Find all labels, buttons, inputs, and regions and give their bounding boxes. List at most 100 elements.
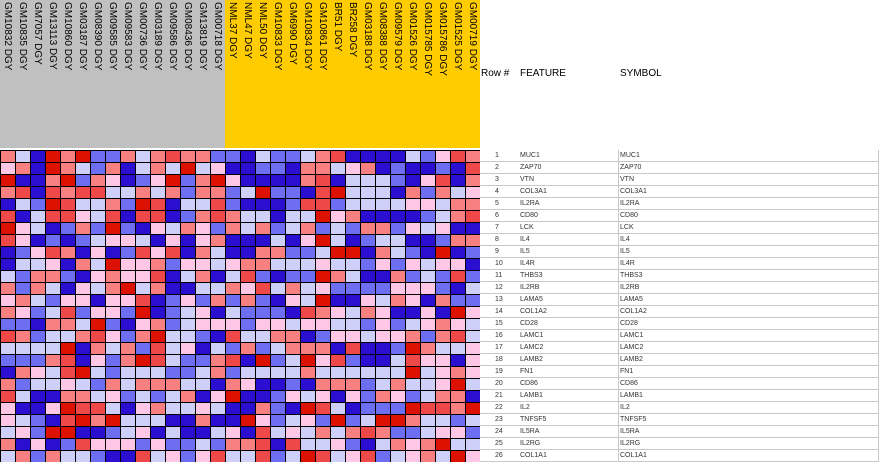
heatmap-cell[interactable]: [451, 259, 465, 270]
column-header[interactable]: GM10860 DGY: [60, 0, 75, 148]
heatmap-cell[interactable]: [16, 163, 30, 174]
heatmap-cell[interactable]: [256, 403, 270, 414]
heatmap-cell[interactable]: [166, 163, 180, 174]
heatmap-cell[interactable]: [406, 199, 420, 210]
heatmap-cell[interactable]: [271, 271, 285, 282]
heatmap-cell[interactable]: [76, 439, 90, 450]
heatmap-cell[interactable]: [121, 235, 135, 246]
heatmap-cell[interactable]: [421, 247, 435, 258]
heatmap-cell[interactable]: [61, 427, 75, 438]
heatmap-cell[interactable]: [61, 367, 75, 378]
heatmap-cell[interactable]: [391, 355, 405, 366]
heatmap-cell[interactable]: [301, 247, 315, 258]
heatmap-cell[interactable]: [1, 247, 15, 258]
heatmap-cell[interactable]: [466, 259, 480, 270]
heatmap-cell[interactable]: [121, 247, 135, 258]
heatmap-cell[interactable]: [211, 451, 225, 462]
heatmap-cell[interactable]: [121, 307, 135, 318]
heatmap-cell[interactable]: [331, 355, 345, 366]
heatmap-cell[interactable]: [436, 211, 450, 222]
heatmap-cell[interactable]: [61, 391, 75, 402]
heatmap-cell[interactable]: [451, 451, 465, 462]
heatmap-cell[interactable]: [391, 163, 405, 174]
heatmap-cell[interactable]: [406, 235, 420, 246]
heatmap-cell[interactable]: [31, 151, 45, 162]
heatmap-cell[interactable]: [181, 367, 195, 378]
heatmap-cell[interactable]: [436, 247, 450, 258]
heatmap-cell[interactable]: [286, 379, 300, 390]
column-header[interactable]: GM08436 DGY: [180, 0, 195, 148]
heatmap-cell[interactable]: [271, 343, 285, 354]
heatmap-cell[interactable]: [61, 175, 75, 186]
heatmap-cell[interactable]: [406, 295, 420, 306]
heatmap-cell[interactable]: [286, 415, 300, 426]
heatmap-cell[interactable]: [61, 223, 75, 234]
heatmap-cell[interactable]: [76, 295, 90, 306]
column-header[interactable]: BR51 DGY: [330, 0, 345, 148]
heatmap-cell[interactable]: [391, 295, 405, 306]
heatmap-cell[interactable]: [256, 391, 270, 402]
heatmap-cell[interactable]: [1, 391, 15, 402]
heatmap-cell[interactable]: [256, 295, 270, 306]
heatmap-cell[interactable]: [451, 379, 465, 390]
heatmap-cell[interactable]: [151, 331, 165, 342]
heatmap-cell[interactable]: [406, 355, 420, 366]
heatmap-cell[interactable]: [91, 187, 105, 198]
heatmap-cell[interactable]: [136, 331, 150, 342]
heatmap-cell[interactable]: [316, 319, 330, 330]
column-header[interactable]: BR258 DGY: [345, 0, 360, 148]
heatmap-cell[interactable]: [181, 343, 195, 354]
heatmap-cell[interactable]: [226, 199, 240, 210]
heatmap-cell[interactable]: [406, 427, 420, 438]
heatmap-cell[interactable]: [421, 403, 435, 414]
heatmap-cell[interactable]: [46, 379, 60, 390]
heatmap-cell[interactable]: [316, 295, 330, 306]
heatmap-cell[interactable]: [256, 343, 270, 354]
heatmap-cell[interactable]: [61, 451, 75, 462]
heatmap-cell[interactable]: [301, 235, 315, 246]
heatmap-cell[interactable]: [16, 355, 30, 366]
heatmap-cell[interactable]: [286, 451, 300, 462]
heatmap-cell[interactable]: [241, 439, 255, 450]
heatmap-cell[interactable]: [91, 451, 105, 462]
heatmap-cell[interactable]: [451, 355, 465, 366]
heatmap-cell[interactable]: [286, 283, 300, 294]
heatmap-cell[interactable]: [316, 283, 330, 294]
heatmap-cell[interactable]: [1, 367, 15, 378]
column-header[interactable]: GM01526 DGY: [405, 0, 420, 148]
heatmap-cell[interactable]: [451, 343, 465, 354]
heatmap-cell[interactable]: [76, 187, 90, 198]
heatmap-cell[interactable]: [166, 259, 180, 270]
heatmap-cell[interactable]: [166, 331, 180, 342]
heatmap-cell[interactable]: [136, 223, 150, 234]
table-row[interactable]: 1 MUC1 MUC1: [480, 150, 879, 162]
heatmap-cell[interactable]: [256, 151, 270, 162]
heatmap-cell[interactable]: [376, 151, 390, 162]
heatmap-cell[interactable]: [1, 343, 15, 354]
column-header[interactable]: GM10834 DGY: [300, 0, 315, 148]
heatmap-cell[interactable]: [121, 223, 135, 234]
heatmap-cell[interactable]: [316, 211, 330, 222]
heatmap-cell[interactable]: [331, 235, 345, 246]
heatmap-cell[interactable]: [286, 259, 300, 270]
heatmap-cell[interactable]: [16, 307, 30, 318]
heatmap-cell[interactable]: [181, 151, 195, 162]
heatmap-cell[interactable]: [166, 439, 180, 450]
heatmap-cell[interactable]: [466, 367, 480, 378]
heatmap-cell[interactable]: [76, 319, 90, 330]
heatmap-cell[interactable]: [346, 343, 360, 354]
heatmap-cell[interactable]: [76, 163, 90, 174]
heatmap-cell[interactable]: [286, 331, 300, 342]
heatmap-cell[interactable]: [196, 367, 210, 378]
heatmap-cell[interactable]: [436, 415, 450, 426]
heatmap-cell[interactable]: [301, 367, 315, 378]
heatmap-cell[interactable]: [1, 427, 15, 438]
heatmap-cell[interactable]: [271, 163, 285, 174]
heatmap-cell[interactable]: [451, 439, 465, 450]
heatmap-cell[interactable]: [91, 151, 105, 162]
heatmap-cell[interactable]: [61, 235, 75, 246]
heatmap-cell[interactable]: [316, 259, 330, 270]
heatmap-cell[interactable]: [361, 439, 375, 450]
heatmap-cell[interactable]: [76, 379, 90, 390]
column-header[interactable]: GM00718 DGY: [210, 0, 225, 148]
